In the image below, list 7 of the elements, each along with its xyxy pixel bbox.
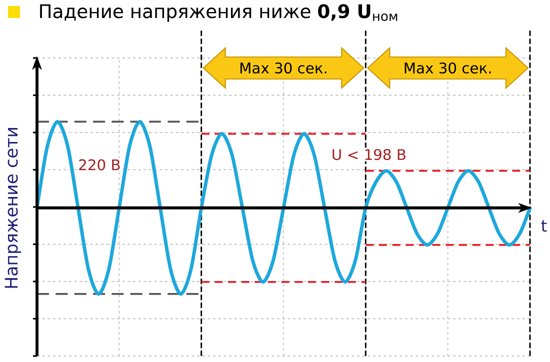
text: Max 30 сек. [240,62,326,74]
y-axis-title: Напряжение сети [4,128,22,288]
text: Max 30 сек. [404,62,491,74]
chart-title: Падение напряжения ниже 0,9 U$_{ном}$ [40,4,398,22]
series-label: U < 198 В [332,148,406,160]
text: 220 В [79,159,120,170]
x-axis-title: t [541,220,547,232]
